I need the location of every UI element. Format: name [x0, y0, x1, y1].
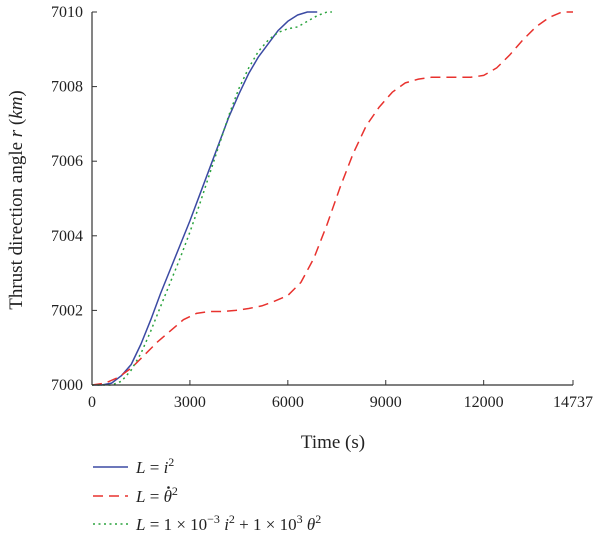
legend-3-var1: i — [224, 515, 229, 534]
legend-1-eq: = — [145, 458, 163, 477]
y-axis-title: Thrust direction angle r (km) — [6, 90, 27, 310]
x-ticks: 0 3000 6000 9000 12000 14737 — [88, 380, 593, 411]
y-tick-label: 7004 — [51, 228, 83, 245]
legend-1-sup: 2 — [168, 455, 174, 469]
series-line-1 — [92, 11, 318, 386]
legend-2-eq: = — [145, 487, 163, 506]
y-tick-label: 7000 — [51, 377, 83, 394]
legend-entry-1: L = i2 — [93, 455, 174, 477]
y-ticks: 7000 7002 7004 7006 7008 7010 — [51, 4, 97, 394]
legend-3-sup1: 2 — [229, 512, 235, 526]
legend-1-lhs: L — [135, 458, 145, 477]
legend-3-var2: θ — [307, 515, 315, 534]
y-axis-title-paren-close: ) — [6, 90, 27, 96]
series-line-2 — [91, 11, 573, 386]
y-axis-title-unit: km — [6, 97, 27, 119]
x-axis-title: Time (s) — [301, 432, 365, 453]
legend-2-dot — [167, 486, 170, 489]
legend-3-sup2: 2 — [315, 512, 321, 526]
legend-3-eq: = — [145, 515, 163, 534]
x-tick-label: 6000 — [272, 394, 304, 411]
legend-1-var: i — [164, 458, 169, 477]
y-tick-label: 7006 — [51, 153, 83, 170]
x-tick-label: 12000 — [464, 394, 504, 411]
legend-3-exp1: −3 — [207, 512, 220, 526]
legend-label-3: L = 1 × 10−3 i2 + 1 × 103 θ2 — [135, 512, 321, 534]
legend-2-lhs: L — [135, 487, 145, 506]
legend-2-var: θ — [164, 487, 172, 506]
legend-3-exp2: 3 — [297, 512, 303, 526]
series-layer — [91, 11, 573, 386]
legend-entry-3: L = 1 × 10−3 i2 + 1 × 103 θ2 — [93, 512, 321, 534]
y-tick-label: 7002 — [51, 302, 83, 319]
legend-label-2: L = θ2 — [135, 484, 178, 506]
y-axis-title-paren-open: ( — [6, 119, 27, 130]
legend-entry-2: L = θ2 — [93, 484, 178, 506]
x-tick-label: 9000 — [370, 394, 402, 411]
legend-2-sup: 2 — [172, 484, 178, 498]
legend-3-coef1: 1 × 10 — [164, 515, 208, 534]
legend-label-1: L = i2 — [135, 455, 174, 477]
y-axis-title-var: r — [6, 129, 27, 137]
y-tick-label: 7008 — [51, 79, 83, 96]
y-axis-title-text: Thrust direction angle — [6, 137, 27, 310]
legend-3-coef2: + 1 × 10 — [239, 515, 296, 534]
series-line-3 — [92, 11, 332, 386]
plot-area: 0 3000 6000 9000 12000 14737 7000 7002 7004 7006… — [51, 4, 593, 411]
legend-3-lhs: L — [135, 515, 145, 534]
legend: L = i2 L = θ2 L = 1 × 10−3 i2 + 1 × 103 … — [93, 455, 321, 534]
x-tick-label: 3000 — [174, 394, 206, 411]
y-tick-label: 7010 — [51, 4, 83, 21]
x-tick-label: 0 — [88, 394, 96, 411]
x-tick-label: 14737 — [553, 394, 593, 411]
